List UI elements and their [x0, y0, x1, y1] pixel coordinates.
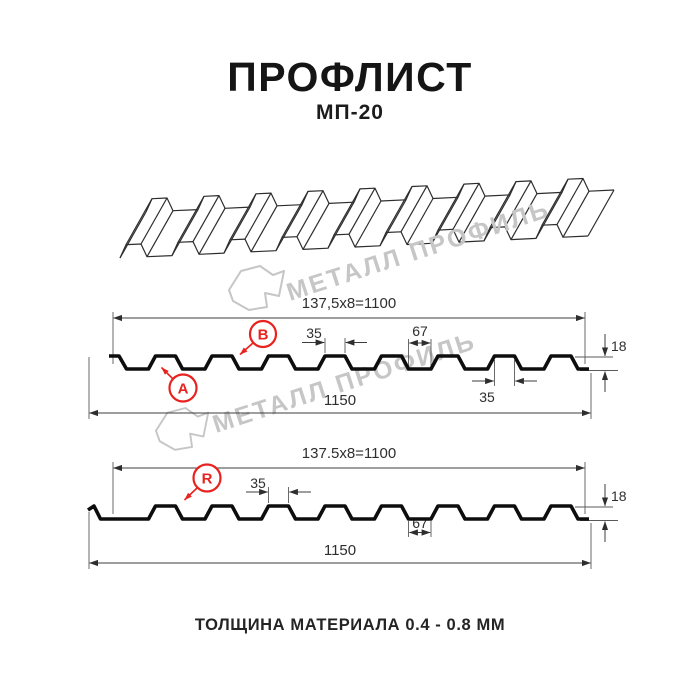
sheet-rib-edge [452, 183, 480, 230]
sheet-rib-edge [296, 190, 324, 237]
label-a-letter: A [178, 381, 189, 398]
sheet-rib-edge [302, 203, 330, 250]
dim-module-text: 137.5x8=1100 [302, 445, 396, 462]
sheet-rib-edge [587, 189, 615, 237]
sheet-rib-edge [504, 180, 532, 228]
sheet-rib-edge [146, 210, 174, 257]
sheet-rib-edge [177, 196, 205, 243]
sheet-rib-edge [140, 197, 168, 245]
sheet-rib-edge [198, 208, 226, 255]
sheet-body [120, 178, 614, 258]
dim-total-text: 1150 [324, 392, 356, 409]
sheet-rib-edge [281, 191, 309, 238]
sheet-rib-edge [119, 211, 147, 259]
sheet-rib-edge [510, 193, 538, 240]
sheet-rib-edge [354, 200, 382, 248]
profile-outline-top [109, 354, 589, 371]
sheet-rib-edge [192, 195, 220, 242]
sheet-rib-edge [250, 205, 278, 253]
sheet-rib-edge [333, 188, 361, 236]
sheet-rib-edge [223, 206, 251, 254]
sheet-rib-edge [556, 178, 584, 225]
sheet-rib-edge [489, 181, 517, 228]
dim-height-text: 18 [611, 338, 627, 354]
sheet-rib-edge [125, 198, 153, 245]
cross-section-diagram-top: 137,5x8=1100 35 67 18 35 1150 [88, 295, 627, 419]
sheet-rib-edge [406, 198, 434, 245]
sheet-rib-edge [400, 185, 428, 233]
page-title: ПРОФЛИСТ [227, 54, 473, 100]
sheet-rib-edge [327, 201, 355, 249]
sheet-rib-edge [348, 187, 376, 235]
dim-height-text: 18 [611, 488, 627, 504]
cross-section-diagram-bottom: 137.5x8=1100 35 18 67 1150 [87, 445, 627, 569]
dim-valley-width-text: 67 [412, 323, 428, 339]
dim-crest-width-text: 35 [306, 325, 322, 341]
sheet-rib-edge [171, 209, 199, 256]
sheet-rib-edge [437, 183, 465, 231]
dim-module-text: 137,5x8=1100 [302, 295, 396, 312]
metall-profil-logo-icon [155, 407, 210, 451]
label-a-badge: A [160, 366, 198, 403]
watermark-text: МЕТАЛЛ ПРОФИЛЬ [209, 327, 479, 439]
page-subtitle: МП-20 [316, 101, 384, 124]
corrugated-sheet-3d-view [119, 177, 615, 259]
dim-crest-width-2-text: 35 [479, 389, 495, 405]
sheet-rib-edge [535, 192, 563, 239]
material-thickness-caption: ТОЛЩИНА МАТЕРИАЛА 0.4 - 0.8 ММ [194, 616, 506, 634]
sheet-rib-edge [562, 190, 590, 238]
sheet-rib-edge [385, 186, 413, 233]
sheet-rib-edge [244, 192, 272, 240]
metall-profil-logo-icon [228, 265, 285, 311]
profile-outline-bottom [87, 504, 589, 521]
sheet-rib-edge [431, 197, 459, 244]
sheet-rib-edge [541, 178, 569, 226]
sheet-rib-edge [379, 199, 407, 247]
label-r-letter: R [202, 471, 213, 488]
label-r-badge: R [183, 463, 222, 501]
sheet-rib-edge [275, 204, 303, 251]
label-b-badge: B [239, 319, 278, 356]
label-b-letter: B [258, 327, 269, 344]
sheet-rib-edge [483, 194, 511, 242]
sheet-rib-edge [458, 195, 486, 243]
dim-crest-width-text: 35 [250, 475, 266, 491]
dim-total-text: 1150 [324, 542, 356, 559]
sheet-rib-edge [229, 193, 257, 241]
